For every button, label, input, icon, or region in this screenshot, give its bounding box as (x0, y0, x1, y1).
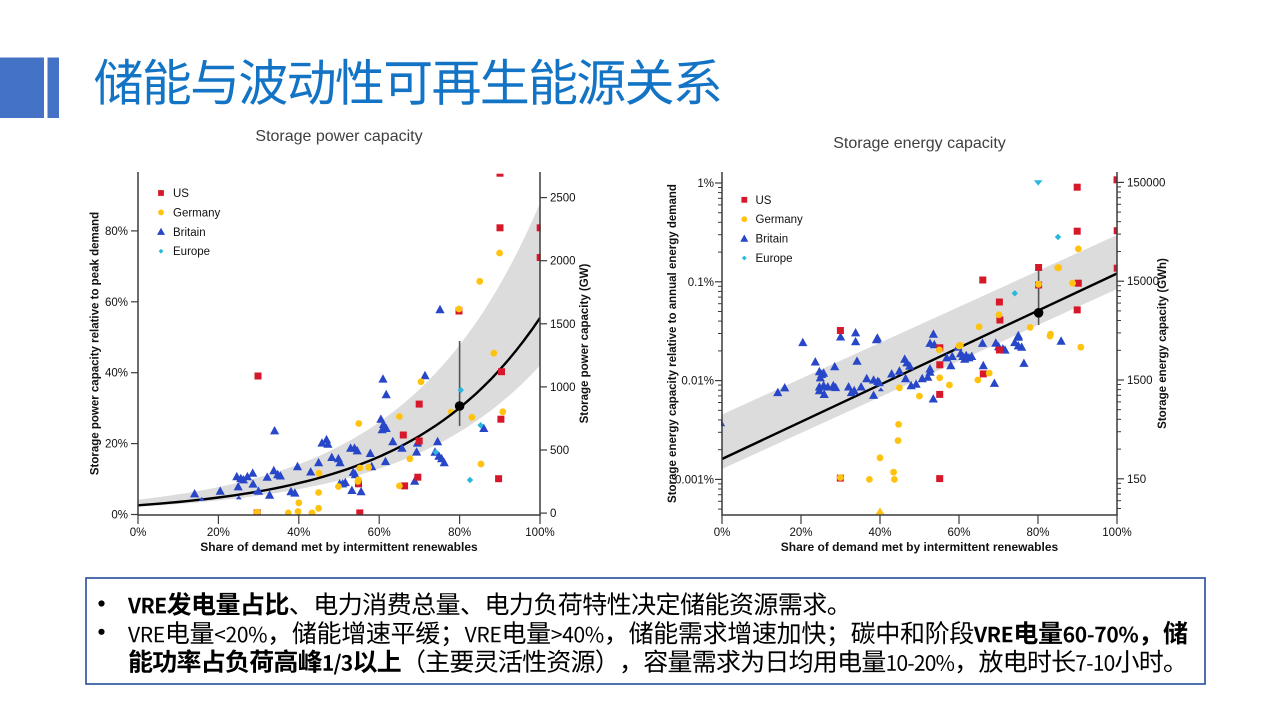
svg-text:Share of demand met by intermi: Share of demand met by intermittent rene… (781, 540, 1059, 554)
svg-text:100%: 100% (1102, 527, 1131, 539)
svg-text:2000: 2000 (550, 256, 576, 268)
svg-text:20%: 20% (789, 527, 812, 539)
svg-text:20%: 20% (105, 439, 128, 451)
svg-text:60%: 60% (368, 527, 391, 539)
svg-text:2500: 2500 (550, 193, 576, 205)
svg-text:Germany: Germany (756, 214, 804, 226)
svg-text:0.1%: 0.1% (688, 277, 714, 289)
svg-text:80%: 80% (448, 527, 471, 539)
svg-text:Europe: Europe (173, 246, 210, 258)
svg-text:80%: 80% (1026, 527, 1049, 539)
svg-text:150000: 150000 (1127, 177, 1165, 189)
svg-text:150: 150 (1127, 474, 1146, 486)
svg-text:Storage energy capacity: Storage energy capacity (833, 135, 1006, 152)
svg-text:80%: 80% (105, 226, 128, 238)
svg-text:Storage power capacity relativ: Storage power capacity relative to peak … (90, 212, 102, 475)
svg-text:1%: 1% (697, 178, 714, 190)
svg-text:0%: 0% (714, 527, 731, 539)
svg-text:Storage power capacity: Storage power capacity (255, 128, 422, 145)
svg-text:1000: 1000 (550, 382, 576, 394)
svg-text:Britain: Britain (173, 227, 206, 239)
svg-text:0.001%: 0.001% (675, 474, 714, 486)
svg-text:20%: 20% (207, 527, 230, 539)
svg-text:1500: 1500 (550, 319, 576, 331)
svg-text:0%: 0% (130, 527, 147, 539)
svg-text:500: 500 (550, 445, 569, 457)
svg-text:1500: 1500 (1127, 375, 1153, 387)
svg-text:60%: 60% (105, 297, 128, 309)
svg-text:40%: 40% (105, 368, 128, 380)
svg-text:Storage energy capacity relati: Storage energy capacity relative to annu… (667, 184, 679, 503)
svg-text:40%: 40% (868, 527, 891, 539)
svg-text:100%: 100% (525, 527, 554, 539)
svg-text:0.01%: 0.01% (681, 376, 714, 388)
svg-text:US: US (756, 195, 772, 207)
svg-text:60%: 60% (947, 527, 970, 539)
svg-text:0%: 0% (111, 510, 128, 522)
svg-text:Storage power capacity (GW): Storage power capacity (GW) (579, 263, 591, 423)
svg-text:Britain: Britain (756, 234, 789, 246)
svg-text:40%: 40% (287, 527, 310, 539)
svg-text:0: 0 (550, 508, 556, 520)
svg-text:15000: 15000 (1127, 276, 1159, 288)
svg-text:Storage energy capacity (GWh): Storage energy capacity (GWh) (1157, 258, 1169, 429)
svg-text:Share of demand met by intermi: Share of demand met by intermittent rene… (200, 540, 478, 554)
svg-text:US: US (173, 188, 189, 200)
svg-text:Europe: Europe (756, 253, 793, 265)
svg-text:Germany: Germany (173, 207, 221, 219)
